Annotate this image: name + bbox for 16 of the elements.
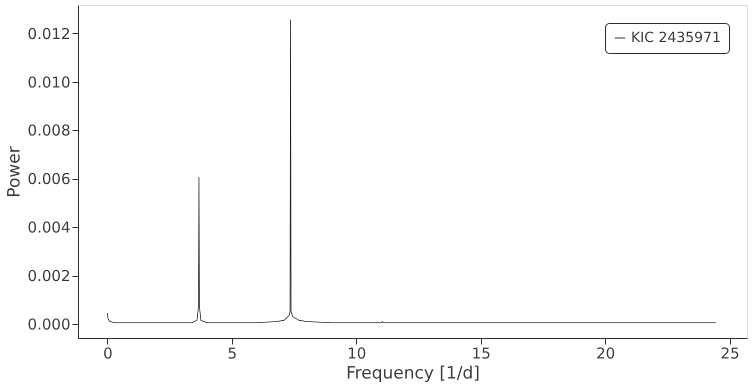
legend-label: KIC 2435971 bbox=[631, 30, 721, 46]
y-tick-label: 0.008 bbox=[28, 122, 70, 140]
x-tick-label: 5 bbox=[228, 344, 238, 362]
x-axis-title: Frequency [1/d] bbox=[346, 364, 480, 384]
x-tick-label: 15 bbox=[472, 344, 491, 362]
y-axis-title: Power bbox=[4, 146, 25, 198]
x-tick-label: 0 bbox=[103, 344, 113, 362]
y-tick-label: 0.006 bbox=[28, 170, 70, 188]
y-tick-label: 0.002 bbox=[28, 267, 70, 286]
y-tick-label: 0.010 bbox=[28, 73, 70, 92]
x-tick-label: 10 bbox=[347, 344, 366, 362]
x-tick-label: 25 bbox=[720, 344, 740, 362]
y-tick-label: 0.000 bbox=[28, 315, 70, 334]
y-tick-label: 0.012 bbox=[28, 24, 70, 43]
x-tick-label: 20 bbox=[596, 344, 616, 362]
y-tick-label: 0.004 bbox=[28, 218, 70, 237]
